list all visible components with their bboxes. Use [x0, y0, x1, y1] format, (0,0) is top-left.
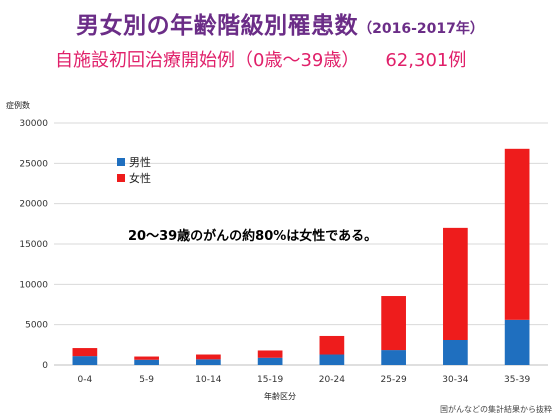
x-tick-label: 0-4 [78, 375, 93, 385]
bar-male-30-34 [443, 339, 468, 365]
legend-label-female: 女性 [129, 172, 151, 185]
bar-male-0-4 [72, 356, 98, 365]
y-axis-label: 症例数 [6, 101, 30, 110]
y-tick-label: 0 [42, 361, 48, 371]
bar-male-35-39 [504, 319, 530, 365]
x-tick-label: 30-34 [442, 375, 468, 385]
y-tick-label: 20000 [19, 200, 48, 210]
chart-subtitle: 自施設初回治療開始例（0歳～39歳） 62,301例 [55, 46, 466, 72]
bar-female-15-19 [257, 350, 283, 358]
legend-swatch-female [117, 174, 125, 182]
bar-male-25-29 [381, 350, 406, 365]
x-tick-labels: 0-4 5-9 10-14 15-19 20-24 25-29 30-34 35-39 [78, 375, 531, 385]
bar-female-20-24 [319, 335, 345, 355]
bar-male-15-19 [257, 357, 283, 365]
bar-female-5-9 [134, 356, 159, 360]
bar-male-20-24 [319, 354, 345, 365]
bar-female-35-39 [504, 148, 530, 320]
x-axis-label: 年齢区分 [264, 392, 296, 401]
annotation: 20～39歳のがんの約80%は女性である。 [128, 229, 378, 244]
legend-swatch-male [117, 158, 125, 166]
source-note: 国がんなどの集計結果から抜粋 [440, 405, 552, 414]
subtitle-count: 62,301例 [385, 50, 467, 71]
subtitle-text: 自施設初回治療開始例（0歳～39歳） [55, 50, 360, 71]
x-tick-label: 15-19 [257, 375, 283, 385]
bar-male-10-14 [196, 359, 221, 365]
x-tick-label: 25-29 [381, 375, 407, 385]
bar-female-0-4 [72, 348, 98, 357]
x-tick-label: 35-39 [504, 375, 530, 385]
legend-item-male: 男性 [117, 154, 151, 170]
x-tick-label: 20-24 [319, 375, 345, 385]
y-tick-labels: 0 5000 10000 15000 20000 25000 30000 [19, 119, 48, 371]
x-tick-label: 5-9 [139, 375, 154, 385]
chart-years: （2016-2017年） [358, 21, 484, 37]
bar-female-10-14 [196, 354, 221, 360]
chart-title: 男女別の年齢階級別罹患数 [76, 13, 359, 39]
bar-female-30-34 [443, 227, 468, 340]
y-tick-label: 25000 [19, 159, 48, 169]
x-tick-label: 10-14 [195, 375, 221, 385]
title-row: 男女別の年齢階級別罹患数（2016-2017年） [0, 6, 560, 40]
legend-label-male: 男性 [129, 156, 151, 169]
y-tick-label: 10000 [19, 280, 48, 290]
legend-item-female: 女性 [117, 170, 151, 186]
legend: 男性 女性 [117, 154, 151, 186]
y-tick-label: 15000 [19, 240, 48, 250]
bar-male-5-9 [134, 359, 159, 365]
y-tick-label: 30000 [19, 119, 48, 129]
y-tick-label: 5000 [25, 321, 48, 331]
bar-female-25-29 [381, 296, 406, 351]
bars [72, 148, 530, 365]
